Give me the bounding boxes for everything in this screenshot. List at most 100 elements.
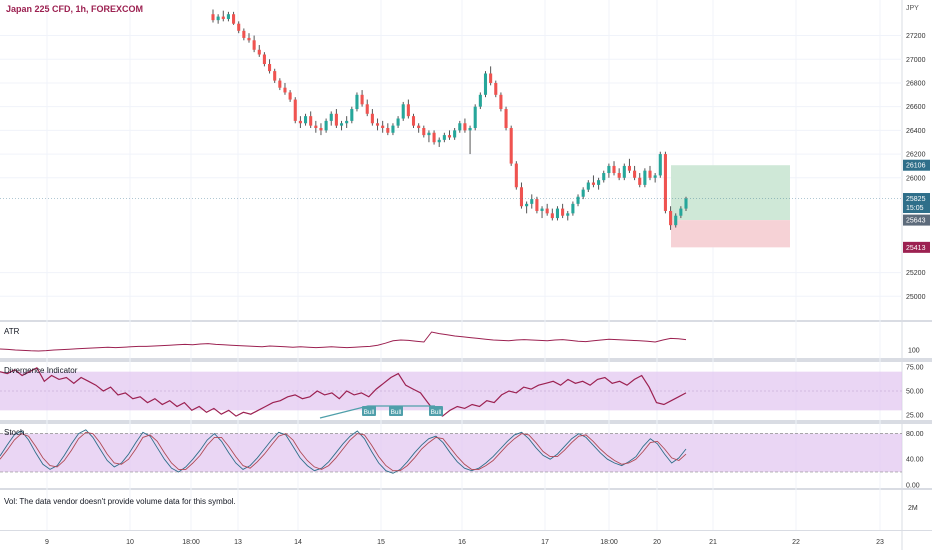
candle-body <box>489 73 493 83</box>
candle-body <box>232 14 236 24</box>
price-tick-label: 26000 <box>906 175 926 182</box>
long-position-tool[interactable] <box>671 165 790 248</box>
stoch-tick-label: 80.00 <box>906 431 924 438</box>
candle-body <box>304 116 308 124</box>
pane-divider <box>0 320 932 322</box>
time-tick-label: 16 <box>458 539 466 546</box>
time-tick-label: 17 <box>541 539 549 546</box>
price-tick-label: 26800 <box>906 80 926 87</box>
symbol-title[interactable]: Japan 225 CFD, 1h, FOREXCOM <box>6 4 144 14</box>
currency-label: JPY <box>906 5 919 12</box>
candle-body <box>504 109 508 128</box>
candle-body <box>365 104 369 114</box>
candle-body <box>514 163 518 188</box>
candle-body <box>329 113 333 121</box>
pane-divider <box>0 530 932 531</box>
candle-body <box>643 170 647 185</box>
candle-body <box>458 123 462 131</box>
candle-body <box>525 203 529 207</box>
candle-body <box>273 71 277 81</box>
candle-body <box>530 199 534 204</box>
price-tick-label: 25000 <box>906 294 926 301</box>
candle-body <box>422 128 426 136</box>
price-tick-label: 26600 <box>906 104 926 111</box>
candle-body <box>617 173 621 178</box>
price-axis[interactable]: 27200 27000 26800 26600 26400 26200 26000 25200… <box>903 33 930 512</box>
candle-body <box>555 208 560 219</box>
candle-body <box>499 94 503 110</box>
candle-body <box>411 116 416 126</box>
price-tag-entry <box>903 214 930 226</box>
price-tick-label: 25200 <box>906 270 926 277</box>
candle-body <box>314 125 318 128</box>
candle-body <box>257 49 261 55</box>
candle-body <box>324 120 328 131</box>
stoch-k-line <box>0 429 687 474</box>
candle-body <box>375 123 380 126</box>
candle-body <box>283 87 287 93</box>
candle-body <box>586 182 590 190</box>
candle-body <box>252 40 256 50</box>
atr-tick-label: 100 <box>908 348 920 355</box>
stoch-pane-label[interactable]: Stoch <box>4 428 25 437</box>
candle-body <box>653 175 657 178</box>
time-tick-label: 15 <box>377 539 385 546</box>
candle-body <box>350 109 354 121</box>
candle-body <box>627 165 631 171</box>
candle-body <box>334 113 338 126</box>
atr-series <box>0 331 687 352</box>
candle-body <box>453 130 457 138</box>
time-tick-label: 20 <box>653 539 661 546</box>
candle-body <box>509 128 513 164</box>
candle-body <box>597 180 601 185</box>
candle-body <box>684 198 688 209</box>
candle-body <box>581 189 585 197</box>
price-tag-entry-label: 25643 <box>906 218 926 225</box>
candle-body <box>658 154 662 176</box>
candle-body <box>268 64 272 72</box>
candle-body <box>247 37 251 41</box>
bull-divergence-line <box>319 405 435 419</box>
divergence-series: Bull Bull Bull <box>0 366 902 419</box>
candle-body <box>396 118 400 126</box>
candle-body <box>339 123 344 126</box>
candle-body <box>576 196 580 204</box>
candle-body <box>355 94 359 110</box>
candle-body <box>237 23 241 31</box>
candle-body <box>288 92 292 100</box>
pane-divider <box>0 488 932 490</box>
candle-body <box>679 208 683 216</box>
stoch-d-line <box>0 431 687 472</box>
candle-body <box>406 104 410 117</box>
bull-label-text: Bull <box>391 409 402 416</box>
candle-body <box>221 16 225 19</box>
candle-body <box>648 170 652 178</box>
candle-body <box>298 120 302 124</box>
price-tag-timer-label: 15:05 <box>906 205 924 212</box>
pane-divider <box>0 420 932 424</box>
candle-body <box>447 135 452 138</box>
stoch-tick-label: 40.00 <box>906 457 924 464</box>
candle-body <box>566 213 570 216</box>
price-tag-stop-label: 25413 <box>906 245 926 252</box>
candle-body <box>463 123 467 131</box>
candle-body <box>391 125 395 133</box>
bull-label-box <box>362 406 376 416</box>
atr-pane-label[interactable]: ATR <box>4 327 20 336</box>
candle-body <box>226 14 230 19</box>
time-tick-label: 13 <box>234 539 242 546</box>
candle-body <box>381 125 385 128</box>
stoch-series <box>0 429 902 474</box>
candle-body <box>401 104 405 119</box>
candle-body <box>483 73 488 95</box>
divergence-pane-label[interactable]: Divergence Indicator <box>4 366 78 375</box>
divergence-tick-label: 75.00 <box>906 364 924 371</box>
time-axis[interactable]: 9 10 18:00 13 14 15 16 17 18:00 20 21 22 23 <box>45 539 884 546</box>
candle-body <box>571 203 575 214</box>
candle-body <box>519 187 524 207</box>
divergence-line <box>0 366 687 417</box>
candlestick-series <box>0 9 902 230</box>
bull-label-box <box>389 406 403 416</box>
candle-body <box>345 120 349 124</box>
candle-body <box>278 80 282 88</box>
